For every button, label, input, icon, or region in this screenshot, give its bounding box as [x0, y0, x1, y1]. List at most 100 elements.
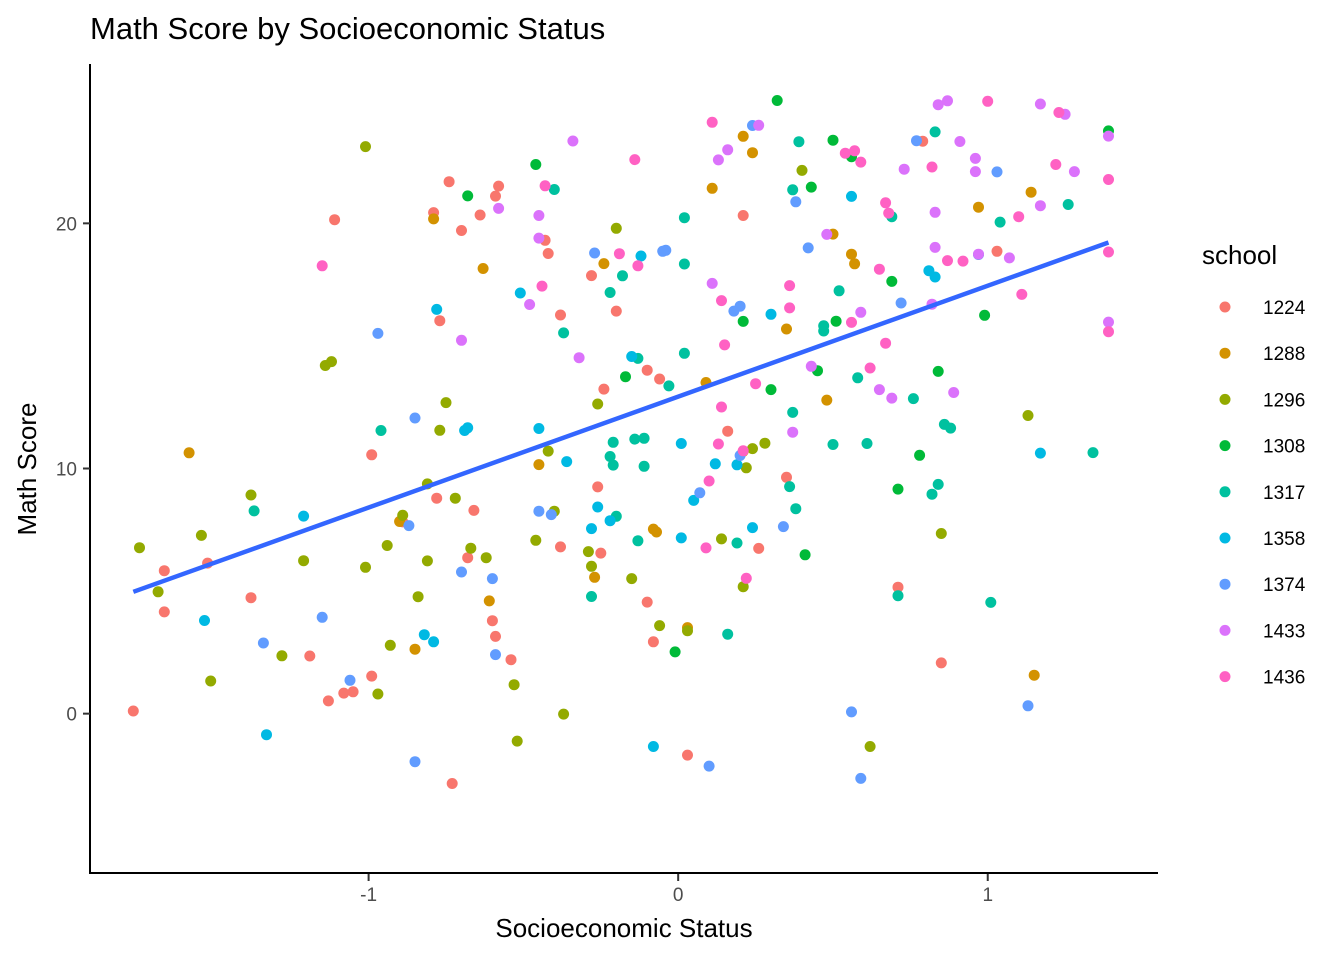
data-point: [195, 529, 207, 541]
data-point: [449, 492, 461, 504]
data-point: [926, 488, 938, 500]
data-point: [434, 315, 446, 327]
data-point: [338, 687, 350, 699]
data-point: [329, 214, 341, 226]
data-point: [533, 423, 545, 434]
data-point: [490, 630, 501, 642]
data-point: [886, 392, 898, 404]
data-point: [533, 505, 545, 517]
data-point: [802, 242, 814, 254]
data-point: [366, 670, 378, 682]
data-point: [821, 394, 833, 406]
data-point: [781, 471, 792, 483]
data-point: [898, 163, 910, 175]
data-point: [969, 152, 981, 164]
data-point: [647, 636, 659, 648]
data-point: [372, 327, 384, 339]
y-axis-title: Math Score: [12, 403, 42, 536]
data-point: [883, 207, 895, 219]
data-point: [493, 180, 505, 192]
data-point: [567, 135, 579, 147]
data-point: [629, 433, 641, 445]
data-point: [895, 297, 907, 309]
data-point: [942, 95, 953, 107]
data-point: [607, 436, 619, 448]
data-point: [892, 483, 904, 495]
data-point: [381, 540, 393, 551]
data-point: [657, 245, 669, 257]
data-point: [586, 523, 597, 535]
data-point: [490, 649, 501, 661]
data-point: [468, 504, 480, 516]
data-point: [514, 287, 526, 299]
data-point: [737, 210, 749, 221]
legend-swatch: [1219, 393, 1231, 405]
legend-item-1224: 1224: [1219, 298, 1306, 319]
data-point: [846, 316, 857, 328]
data-point: [409, 412, 421, 424]
data-point: [613, 248, 625, 260]
legend-label: 1374: [1263, 575, 1306, 596]
data-point: [759, 437, 771, 449]
data-point: [790, 196, 802, 208]
data-point: [926, 161, 938, 173]
x-tick-label: -1: [360, 885, 377, 906]
data-point: [474, 209, 486, 221]
legend-item-1374: 1374: [1219, 575, 1306, 596]
data-point: [929, 126, 941, 138]
data-point: [592, 481, 604, 493]
legend-label: 1296: [1263, 390, 1305, 411]
data-point: [864, 362, 876, 374]
data-point: [561, 456, 573, 468]
data-point: [737, 130, 749, 142]
data-point: [536, 280, 548, 292]
data-point: [675, 532, 687, 544]
data-point: [545, 509, 557, 521]
data-point: [1050, 159, 1062, 170]
legend-swatch: [1219, 671, 1231, 683]
data-point: [586, 560, 597, 572]
data-point: [533, 459, 545, 471]
data-point: [907, 393, 919, 405]
data-point: [245, 592, 257, 604]
data-point: [635, 250, 647, 262]
data-point: [855, 772, 867, 784]
data-point: [873, 263, 885, 275]
data-point: [641, 596, 653, 608]
chart-title: Math Score by Socioeconomic Status: [90, 11, 605, 46]
data-point: [706, 116, 718, 128]
legend-item-1317: 1317: [1219, 483, 1305, 504]
data-point: [245, 489, 257, 501]
data-point: [134, 542, 145, 554]
data-point: [428, 213, 440, 225]
data-point: [610, 222, 622, 234]
data-point: [598, 258, 610, 270]
data-point: [477, 263, 489, 274]
x-tick-label: 1: [982, 885, 993, 906]
data-point: [558, 327, 570, 339]
legend-item-1433: 1433: [1219, 621, 1305, 642]
data-point: [462, 190, 474, 202]
data-point: [589, 247, 601, 259]
series-1288: [183, 130, 1040, 681]
data-point: [384, 639, 396, 651]
series-1308: [462, 95, 1114, 658]
data-point: [592, 501, 604, 513]
data-point: [805, 181, 817, 193]
y-tick-label: 0: [66, 705, 77, 726]
data-point: [632, 260, 644, 272]
data-point: [533, 232, 545, 244]
legend-items: 1224 1288 1296 1308 1317 1358 1374 1433 1436: [1219, 298, 1306, 689]
data-point: [818, 325, 830, 337]
points-layer: [127, 95, 1114, 789]
data-point: [1003, 252, 1015, 264]
data-point: [1103, 316, 1114, 328]
data-point: [703, 475, 715, 487]
data-point: [326, 356, 337, 368]
data-point: [973, 248, 984, 260]
data-point: [747, 147, 758, 159]
data-point: [298, 510, 310, 522]
data-point: [486, 573, 498, 585]
y-tick-label: 20: [56, 214, 77, 235]
